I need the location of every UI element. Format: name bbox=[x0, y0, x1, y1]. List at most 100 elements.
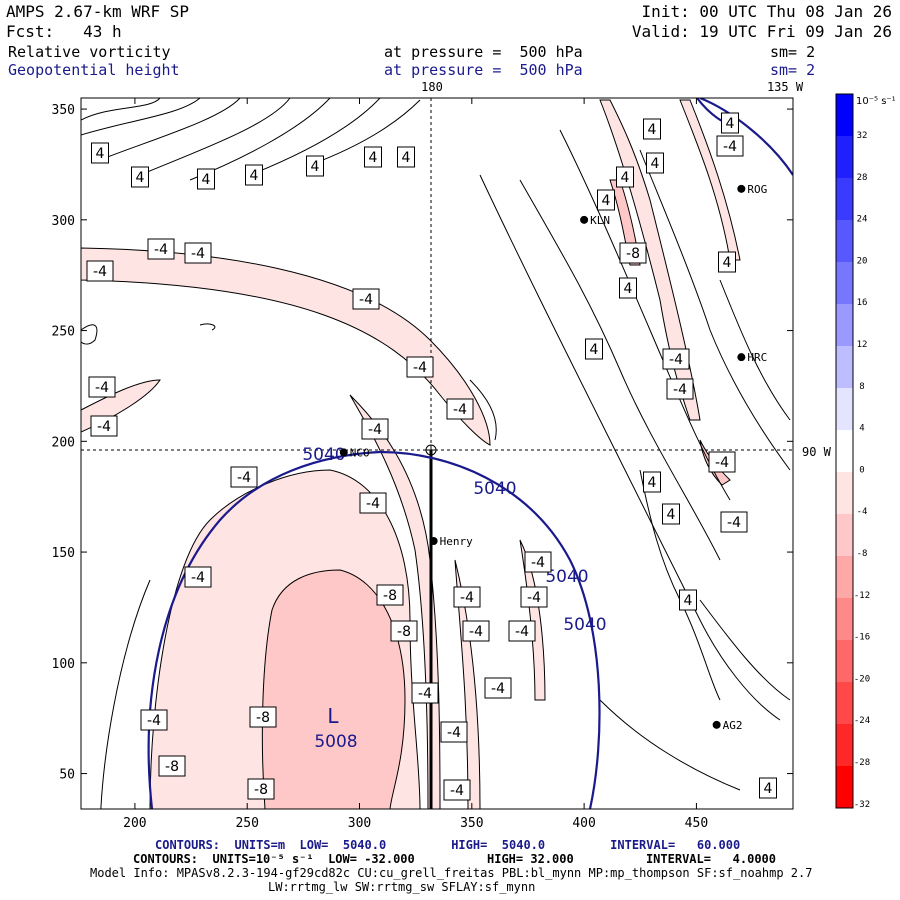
height-label: 5040 bbox=[563, 615, 606, 635]
svg-text:-4: -4 bbox=[191, 246, 205, 262]
station-label: Henry bbox=[440, 535, 473, 548]
y-tick-label: 100 bbox=[52, 657, 75, 672]
vort-contour bbox=[199, 323, 216, 331]
height-label: 5040 bbox=[545, 567, 588, 587]
colorbar-segment bbox=[836, 220, 853, 262]
vort-label: -4 bbox=[716, 135, 744, 157]
svg-text:4: 4 bbox=[684, 593, 693, 609]
colorbar-tick: 32 bbox=[857, 131, 868, 141]
vort-label: -4 bbox=[520, 586, 548, 608]
vort-label: 4 bbox=[679, 589, 697, 611]
y-tick-label: 50 bbox=[59, 768, 75, 783]
x-tick-label: 400 bbox=[572, 816, 595, 831]
vort-label: -4 bbox=[90, 415, 118, 437]
svg-text:-8: -8 bbox=[165, 759, 179, 775]
colorbar-tick: -28 bbox=[854, 758, 870, 768]
colorbar-tick: -4 bbox=[857, 507, 868, 517]
y-tick-label: 150 bbox=[52, 546, 75, 561]
svg-text:-8: -8 bbox=[383, 588, 397, 604]
svg-text:-8: -8 bbox=[254, 782, 268, 798]
colorbar-segment bbox=[836, 304, 853, 346]
svg-text:4: 4 bbox=[764, 781, 773, 797]
colorbar-segment bbox=[836, 598, 853, 640]
vort-label: 4 bbox=[91, 142, 109, 164]
lon-label-180: 180 bbox=[421, 80, 443, 94]
height-label: 5040 bbox=[302, 445, 345, 465]
svg-text:-4: -4 bbox=[359, 292, 373, 308]
field1-name: Relative vorticity bbox=[8, 43, 171, 61]
vort-contour bbox=[81, 98, 161, 121]
vort-label: -4 bbox=[666, 378, 694, 400]
svg-text:-4: -4 bbox=[450, 783, 464, 799]
colorbar-segment bbox=[836, 262, 853, 304]
colorbar-tick: -8 bbox=[857, 549, 868, 559]
svg-text:4: 4 bbox=[369, 150, 378, 166]
x-tick-label: 350 bbox=[460, 816, 483, 831]
valid-time: Valid: 19 UTC Fri 09 Jan 26 bbox=[631, 22, 892, 41]
vort-label: -4 bbox=[411, 682, 439, 704]
svg-text:4: 4 bbox=[651, 156, 660, 172]
vort-contour bbox=[519, 179, 721, 561]
vorticity-fill-layer bbox=[81, 99, 741, 809]
field2-name: Geopotential height bbox=[8, 61, 180, 79]
colorbar-tick-labels: 32 28 24 20 16 12 8 4 0 -4 -8 -12 -16 -20 -24 -28 -32 bbox=[854, 131, 870, 810]
field1-sm: sm= 2 bbox=[770, 43, 816, 61]
svg-text:-8: -8 bbox=[626, 246, 640, 262]
svg-text:4: 4 bbox=[602, 193, 611, 209]
svg-text:-4: -4 bbox=[723, 139, 737, 155]
svg-text:-4: -4 bbox=[237, 470, 251, 486]
vort-label: 4 bbox=[718, 251, 736, 273]
vort-label: -4 bbox=[484, 677, 512, 699]
svg-text:4: 4 bbox=[667, 507, 676, 523]
vort-label: 4 bbox=[662, 503, 680, 525]
station-dot bbox=[339, 448, 348, 457]
vort-label: -4 bbox=[443, 779, 471, 801]
station-markers: Henry NCO KLN ROG HRC AG2 bbox=[339, 183, 767, 732]
vort-contour bbox=[99, 98, 241, 161]
station-dot bbox=[429, 536, 438, 545]
svg-text:-4: -4 bbox=[95, 380, 109, 396]
colorbar-segment bbox=[836, 178, 853, 220]
colorbar-tick: -24 bbox=[854, 716, 870, 726]
footer-height-contours: CONTOURS: UNITS=m LOW= 5040.0 HIGH= 5040… bbox=[155, 838, 741, 852]
svg-text:4: 4 bbox=[96, 146, 105, 162]
svg-text:-4: -4 bbox=[154, 242, 168, 258]
svg-text:-4: -4 bbox=[469, 624, 483, 640]
vort-label: 4 bbox=[131, 166, 149, 188]
colorbar-tick: 28 bbox=[857, 173, 868, 183]
svg-text:4: 4 bbox=[648, 122, 657, 138]
svg-text:4: 4 bbox=[648, 475, 657, 491]
vort-label: -8 bbox=[390, 620, 418, 642]
vort-contour bbox=[81, 324, 98, 345]
vort-contour bbox=[139, 98, 291, 176]
axis-ticks bbox=[81, 98, 793, 809]
height-contour-5040-ne bbox=[699, 98, 793, 176]
svg-text:-4: -4 bbox=[727, 515, 741, 531]
vort-label: 4 bbox=[197, 168, 215, 190]
field1-level: at pressure = 500 hPa bbox=[384, 43, 583, 61]
vort-label: -4 bbox=[147, 238, 175, 260]
station-label: NCO bbox=[350, 446, 370, 459]
colorbar-segment bbox=[836, 388, 853, 430]
vort-label: -4 bbox=[524, 551, 552, 573]
colorbar-frame bbox=[835, 93, 854, 809]
field2-sm: sm= 2 bbox=[770, 61, 816, 79]
low-center-label: L bbox=[327, 704, 339, 728]
colorbar-tick: 4 bbox=[859, 424, 864, 434]
vort-label: -4 bbox=[462, 620, 490, 642]
svg-text:-4: -4 bbox=[453, 402, 467, 418]
vort-contour bbox=[81, 98, 201, 136]
station-dot bbox=[712, 720, 721, 729]
footer-vort-contours: CONTOURS: UNITS=10⁻⁵ s⁻¹ LOW= -32.000 HI… bbox=[133, 852, 776, 866]
svg-text:-4: -4 bbox=[418, 686, 432, 702]
x-tick-label: 200 bbox=[123, 816, 146, 831]
height-contour-labels: 5040 5040 5040 5040 bbox=[302, 445, 606, 635]
svg-text:-4: -4 bbox=[368, 422, 382, 438]
colorbar-segment bbox=[836, 682, 853, 724]
svg-text:-4: -4 bbox=[147, 713, 161, 729]
vort-contour bbox=[719, 279, 791, 421]
colorbar-segment bbox=[836, 472, 853, 514]
vort-label: -4 bbox=[86, 260, 114, 282]
vort-label: 4 bbox=[616, 166, 634, 188]
svg-text:-4: -4 bbox=[460, 590, 474, 606]
